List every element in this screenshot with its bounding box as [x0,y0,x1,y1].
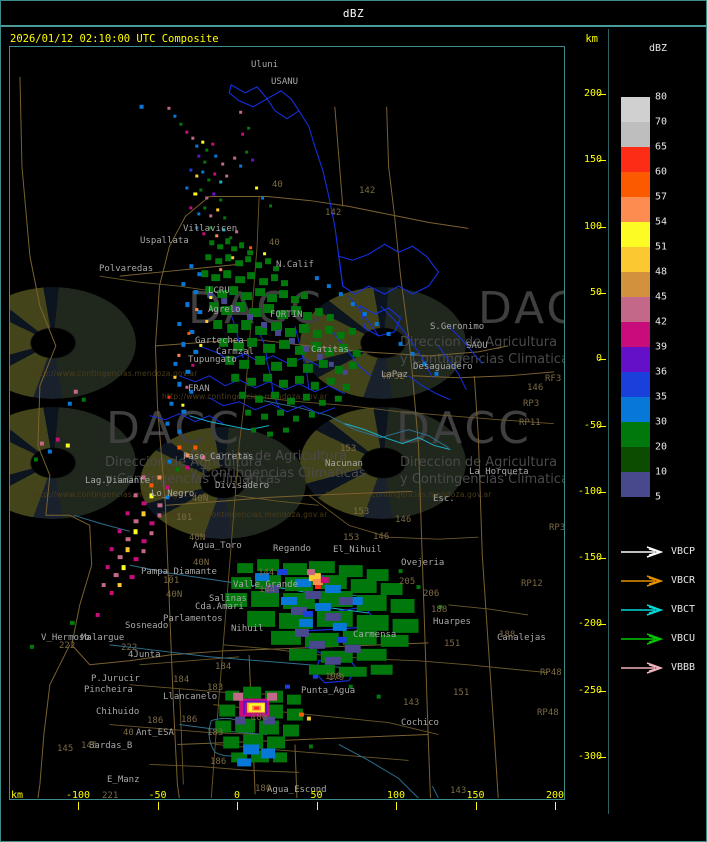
vector-legend-label: VBCR [671,575,696,586]
legend-panel: dBZ VBCP VBCR VBCT VBCU VBBB 80 70 65 60 57 54 51 4… [608,29,706,814]
colorbar-band [621,197,650,222]
y-axis-tick-mark [599,226,606,228]
colorbar-band [621,122,650,147]
y-axis-tick-label: 100 [583,220,602,232]
y-axis-tick-mark [599,558,606,560]
y-axis-tick-label: -50 [583,419,602,431]
y-axis-tick-mark [599,425,606,427]
window-titlebar: dBZ [1,1,706,27]
x-axis-tick-label: 100 [386,790,406,801]
vector-legend-item[interactable]: VBCU [619,624,707,653]
y-axis-tick-label: 50 [589,286,602,298]
x-axis-tick-label: 50 [310,790,323,801]
colorbar-tick-label: 35 [655,391,668,403]
y-axis-tick-label: 150 [583,154,602,166]
colorbar-band [621,247,650,272]
y-axis-tick-label: 0 [568,353,602,364]
colorbar-band [621,447,650,472]
y-axis-tick-mark [599,624,606,626]
colorbar-tick-label: 42 [655,316,668,328]
x-axis-tick-label: 0 [233,790,241,801]
colorbar-band [621,297,650,322]
colorbar-tick-label: 30 [655,416,668,428]
colorbar-title: dBZ [648,43,668,54]
y-axis-tick-mark [599,757,606,758]
vector-legend: VBCP VBCR VBCT VBCU VBBB [619,537,707,682]
arrow-icon [621,603,663,616]
x-axis-unit-label: km [11,790,24,801]
colorbar-tick-label: 5 [655,491,662,503]
x-axis-tick-label: -50 [148,790,167,801]
y-axis-tick-label: -250 [577,684,602,696]
x-axis-tick-label: 200 [545,790,565,801]
colorbar-band [621,147,650,172]
arrow-icon [621,661,663,674]
y-axis-unit-label: km [585,33,598,45]
x-axis-tick-mark [78,802,79,810]
vector-legend-item[interactable]: VBCR [619,566,707,595]
y-axis-tick-mark [599,160,606,162]
colorbar-tick-label: 20 [655,441,668,453]
window-title: dBZ [342,6,365,20]
colorbar-band [621,347,650,372]
colorbar-tick-label: 10 [655,466,668,478]
colorbar-band [621,422,650,447]
x-axis-tick-mark [316,802,318,810]
vector-legend-label: VBBB [671,662,696,673]
x-axis-tick-mark [396,802,397,810]
colorbar-tick-label: 51 [655,241,668,253]
colorbar-band [621,372,650,397]
colorbar-band [621,222,650,247]
y-axis-tick-mark [599,292,606,294]
y-axis-tick-label: -200 [577,618,602,630]
colorbar-band [621,397,650,422]
colorbar-band [621,272,650,297]
colorbar-tick-label: 39 [655,341,668,353]
y-axis-tick-label: -150 [577,552,602,564]
x-axis-tick-mark [157,802,159,810]
y-axis-tick-mark [599,491,606,493]
colorbar-tick-label: 36 [655,366,668,378]
radar-canvas[interactable]: DACC DACC DACC DACC Direccion de Agricul… [9,46,565,800]
vector-legend-label: VBCP [671,546,696,557]
vector-legend-label: VBCT [671,604,696,615]
colorbar-tick-label: 45 [655,291,668,303]
colorbar-tick-label: 80 [655,91,668,103]
y-axis-tick-mark [599,359,606,361]
colorbar-tick-label: 57 [655,191,668,203]
map-vector-layer [19,76,555,799]
timestamp-label: 2026/01/12 02:10:00 UTC Composite [10,33,219,45]
colorbar-tick-label: 70 [655,116,668,128]
arrow-icon [621,574,663,587]
x-axis-tick-mark [475,802,477,810]
arrow-icon [621,545,663,558]
vector-legend-item[interactable]: VBBB [619,653,707,682]
vector-legend-item[interactable]: VBCP [619,537,707,566]
y-axis-tick-label: 200 [583,88,602,99]
vector-legend-label: VBCU [671,633,696,644]
y-axis-tick-label: -100 [577,485,602,497]
dbz-colorbar[interactable] [621,97,650,497]
x-axis-tick-label: -100 [65,790,91,801]
colorbar-band [621,172,650,197]
y-axis-tick-mark [599,94,606,95]
x-axis: km -100 -50 0 50 100 150 200 [3,785,607,813]
radar-plot-panel: 2026/01/12 02:10:00 UTC Composite km DAC… [2,29,606,814]
colorbar-band [621,322,650,347]
colorbar-tick-label: 48 [655,266,668,278]
vector-legend-item[interactable]: VBCT [619,595,707,624]
y-axis-tick-label: -300 [577,751,602,762]
x-axis-tick-mark [237,802,238,810]
y-axis-tick-mark [599,690,606,692]
x-axis-tick-mark [555,802,556,810]
x-axis-tick-label: 150 [466,790,485,801]
colorbar-tick-label: 65 [655,141,668,153]
colorbar-tick-label: 60 [655,166,668,178]
colorbar-band [621,97,650,122]
colorbar-band [621,472,650,497]
colorbar-tick-label: 54 [655,216,668,228]
arrow-icon [621,632,663,645]
